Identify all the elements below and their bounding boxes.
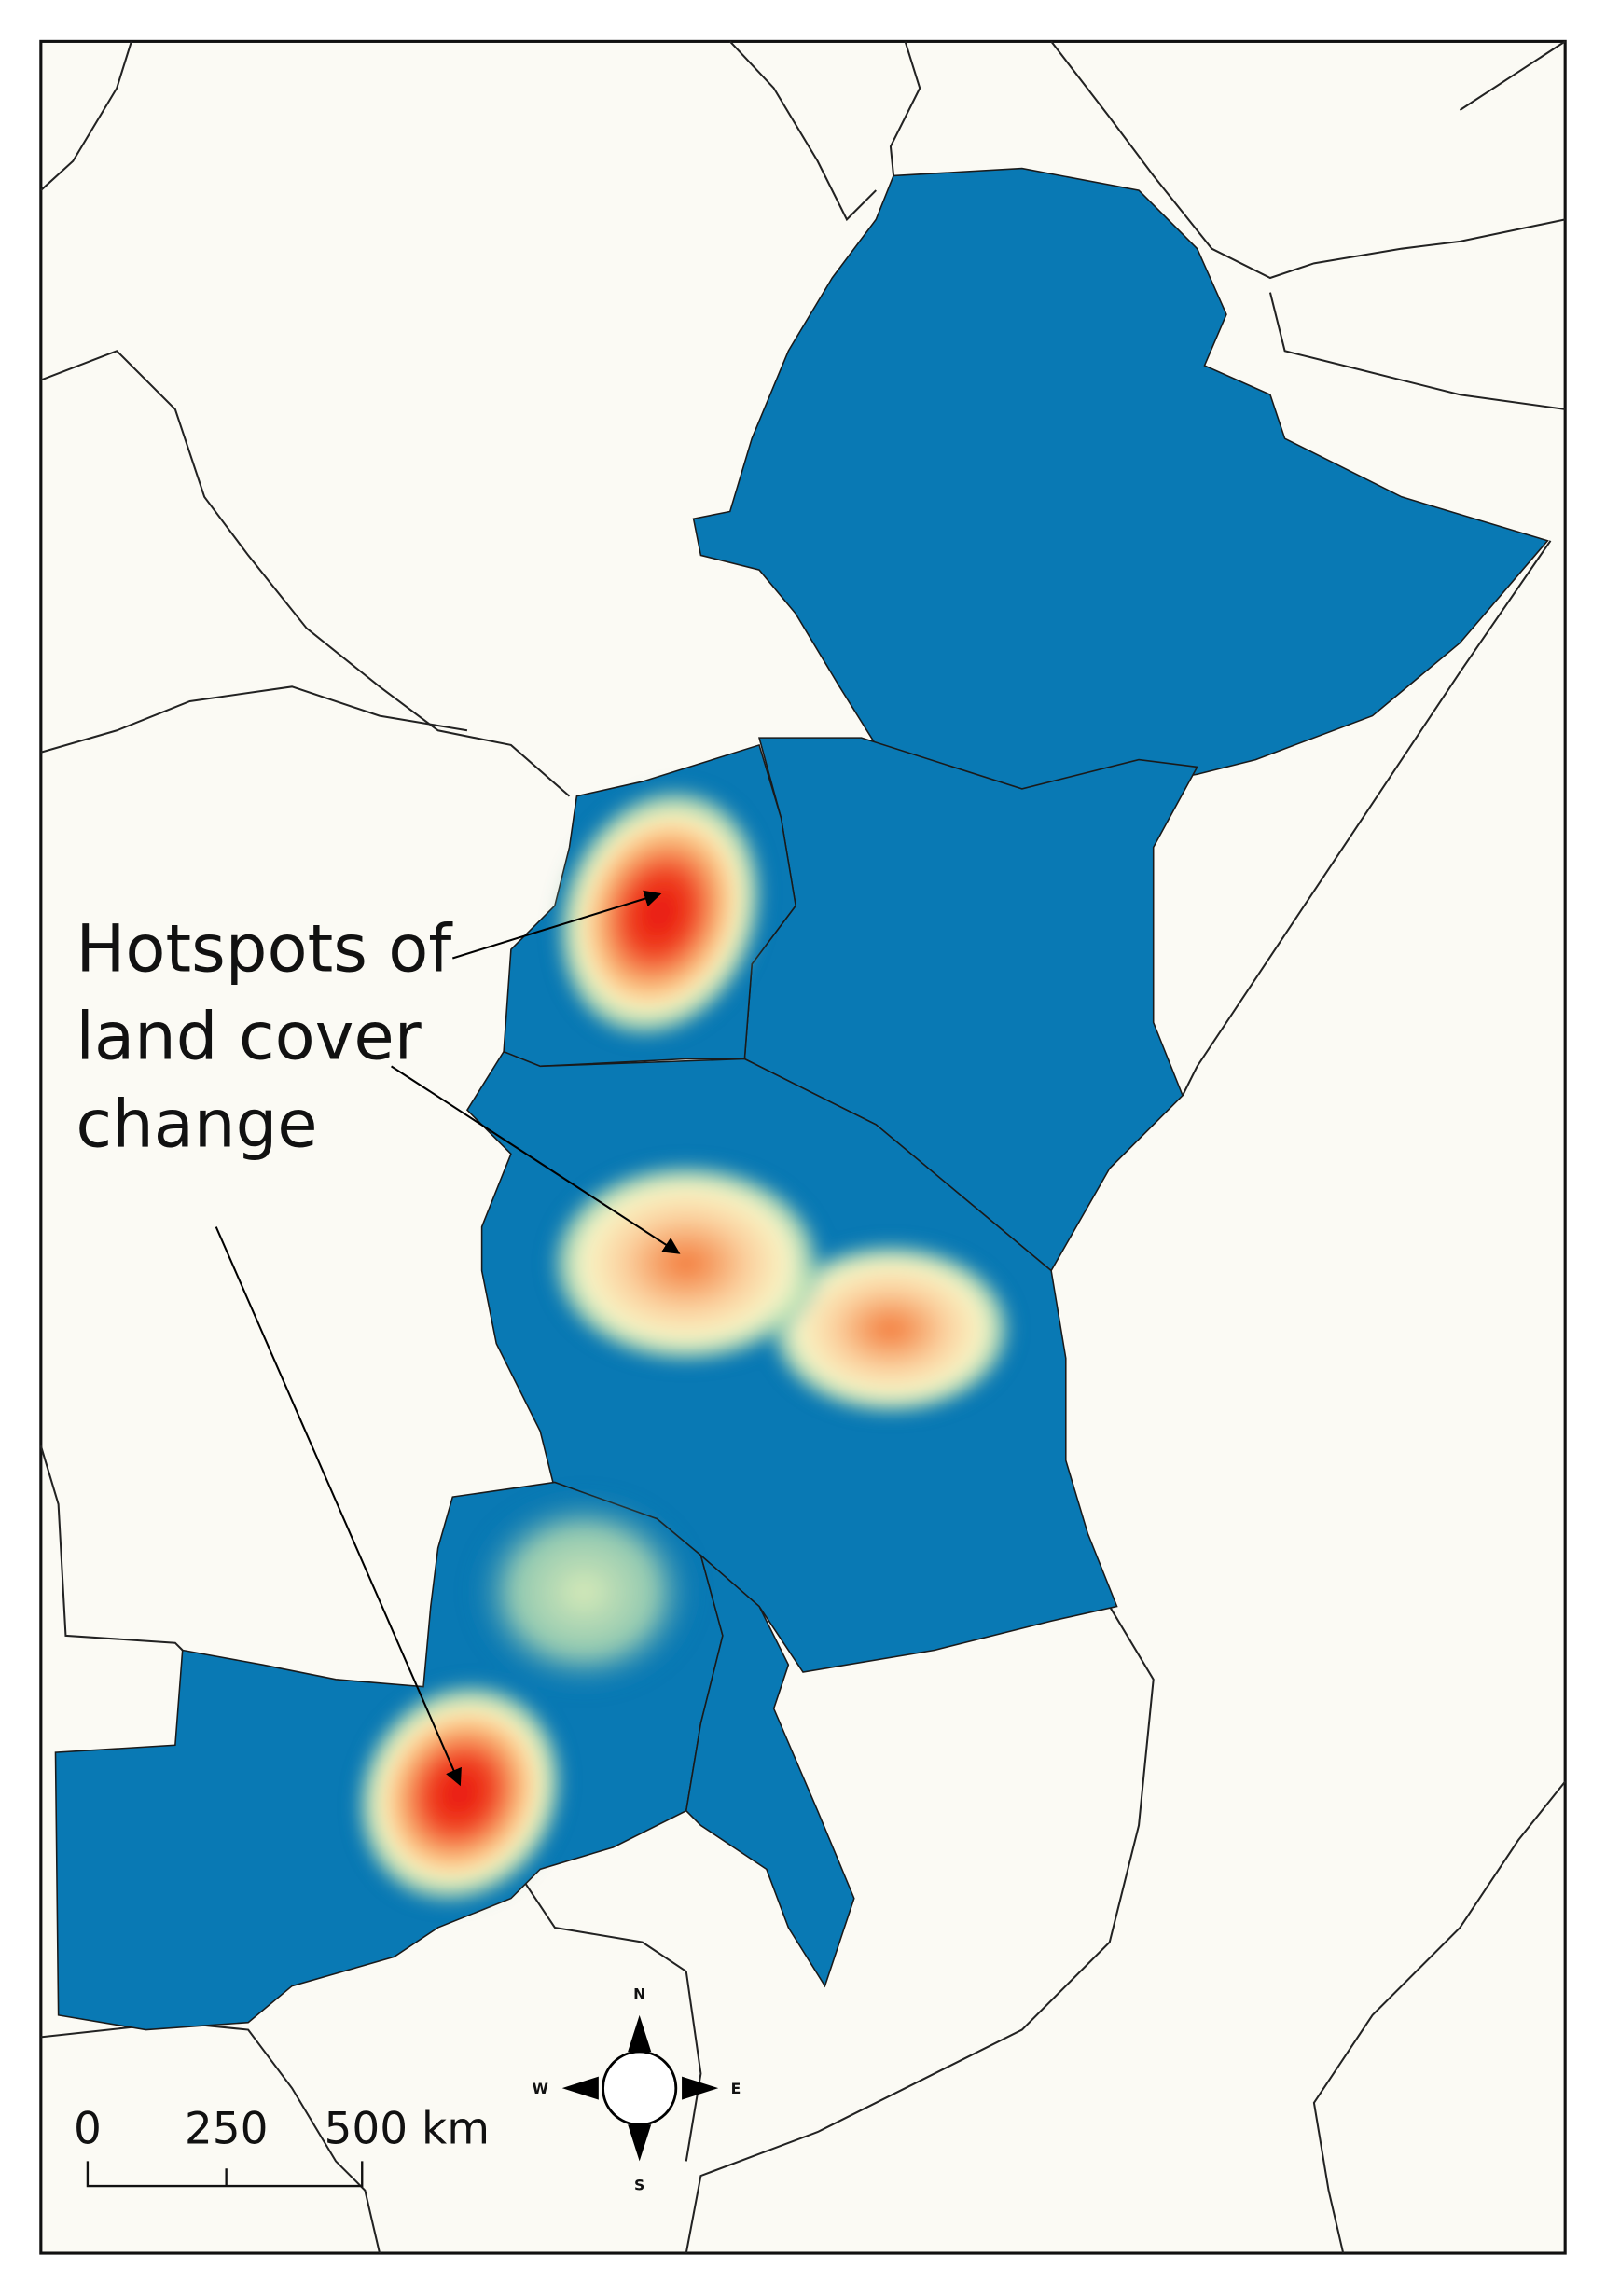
hotspot-zambia (353, 1680, 566, 1907)
annotation-line: change (76, 1086, 317, 1162)
border-line (1459, 40, 1566, 111)
compass-letter: N (633, 1985, 645, 2002)
coastline (1182, 540, 1552, 1097)
border-line (40, 350, 571, 797)
border-line (1268, 292, 1566, 410)
compass-letter: E (731, 2080, 741, 2097)
border-line (1050, 40, 1566, 280)
compass-arrow (561, 2076, 599, 2100)
annotation-line: Hotspots of (76, 911, 453, 988)
border-line (889, 41, 921, 176)
annotation-arrow (451, 890, 662, 960)
compass-letter: W (533, 2080, 548, 2097)
hotspot-uganda (553, 784, 767, 1042)
annotation: Hotspots of land cover change (76, 890, 681, 1787)
compass-arrow (628, 2124, 652, 2162)
border-line (40, 41, 132, 191)
scale-bar: 0 250 500 km (74, 2104, 490, 2188)
hotspots (353, 784, 1015, 1907)
scale-label: 500 km (325, 2104, 490, 2155)
scale-line (86, 2161, 364, 2188)
annotation-arrow (215, 1226, 462, 1787)
hotspot-zambia-north (466, 1489, 701, 1694)
annotation-arrow (390, 1065, 681, 1254)
coastline (685, 1606, 1155, 2254)
compass-arrow (682, 2076, 719, 2100)
scale-label: 250 (185, 2104, 269, 2155)
border-line (40, 685, 468, 754)
compass-circle (602, 2050, 678, 2126)
compass-arrow (628, 2014, 652, 2053)
compass: N S W E (533, 1985, 741, 2193)
border-line (39, 1445, 184, 1652)
hotspot-tanzania-west (547, 1161, 825, 1366)
coastline (1312, 1780, 1566, 2254)
hotspot-tanzania-east (766, 1241, 1015, 1418)
malawi (685, 1553, 855, 1988)
border-line (728, 40, 877, 222)
compass-letter: S (634, 2177, 644, 2194)
annotation-line: land cover (76, 999, 421, 1075)
scale-label: 0 (74, 2104, 102, 2155)
